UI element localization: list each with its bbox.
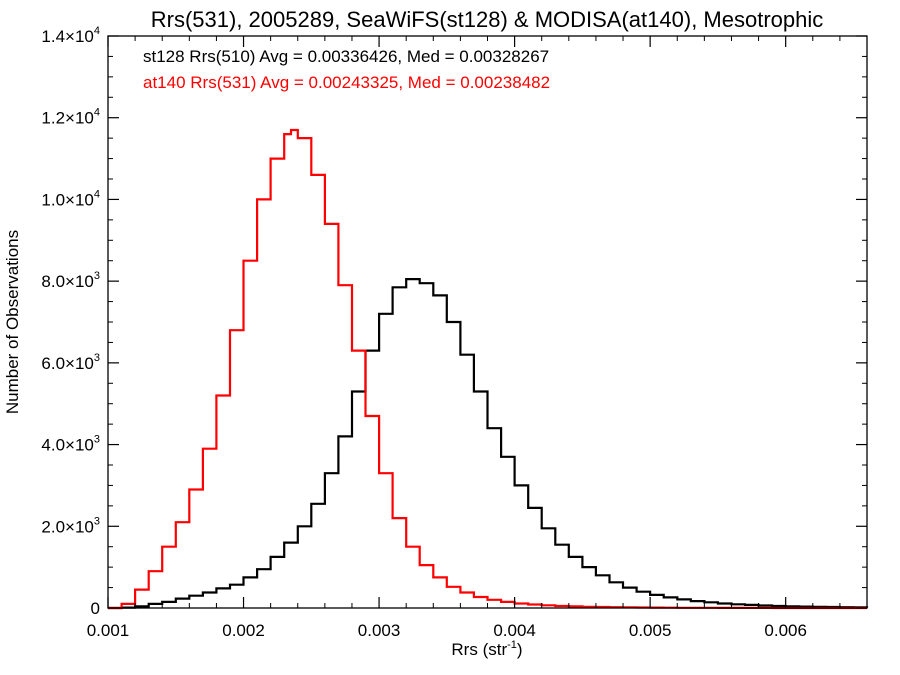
tick-group: 0.001 0.002 0.003 0.004 0.005 0.00602.0×1034.…	[41, 25, 868, 640]
y-tick-label-mantissa-0: 0	[91, 599, 100, 618]
y-tick-label-exponent-4: 3	[94, 270, 100, 282]
x-axis-label: Rrs (str-1)	[451, 639, 522, 659]
y-tick-label-mantissa-4: 8.0×10	[41, 272, 93, 291]
y-tick-label-4: 8.0×103	[41, 270, 100, 291]
y-tick-label-3: 6.0×103	[41, 352, 100, 373]
y-tick-label-exponent-7: 4	[94, 25, 100, 37]
annotation-1: at140 Rrs(531) Avg = 0.00243325, Med = 0…	[143, 73, 550, 92]
y-tick-label-mantissa-1: 2.0×10	[41, 517, 93, 536]
annotation-0: st128 Rrs(510) Avg = 0.00336426, Med = 0…	[143, 47, 549, 66]
y-tick-label-exponent-2: 3	[94, 434, 100, 446]
y-tick-label-5: 1.0×104	[41, 188, 100, 209]
chart-title: Rrs(531), 2005289, SeaWiFS(st128) & MODI…	[151, 7, 824, 32]
x-axis-label-sup: -1	[507, 639, 517, 651]
plot-frame	[107, 35, 868, 609]
x-tick-label-3: 0.004	[493, 621, 536, 640]
x-tick-label-0: 0.001	[87, 621, 130, 640]
y-tick-label-mantissa-5: 1.0×10	[41, 190, 93, 209]
y-tick-label-exponent-6: 4	[94, 107, 100, 119]
series-line-1	[108, 128, 867, 610]
y-tick-label-6: 1.2×104	[41, 107, 100, 128]
x-tick-label-4: 0.005	[629, 621, 672, 640]
y-tick-label-mantissa-7: 1.4×10	[41, 27, 93, 46]
y-tick-label-exponent-3: 3	[94, 352, 100, 364]
series-group	[108, 128, 869, 610]
y-tick-label-mantissa-6: 1.2×10	[41, 109, 93, 128]
y-tick-label-0: 0	[91, 599, 100, 618]
series-line-0	[108, 278, 869, 610]
x-axis-label-main: Rrs (str	[451, 640, 507, 659]
x-tick-label-2: 0.003	[358, 621, 401, 640]
x-tick-label-1: 0.002	[222, 621, 265, 640]
annotation-group: st128 Rrs(510) Avg = 0.00336426, Med = 0…	[143, 47, 550, 92]
y-axis-label: Number of Observations	[3, 230, 22, 414]
y-tick-label-exponent-5: 4	[94, 188, 100, 200]
x-tick-label-5: 0.006	[764, 621, 807, 640]
y-tick-label-2: 4.0×103	[41, 434, 100, 455]
y-tick-label-mantissa-2: 4.0×10	[41, 436, 93, 455]
x-axis-label-end: )	[517, 640, 523, 659]
y-tick-label-mantissa-3: 6.0×10	[41, 354, 93, 373]
y-tick-label-exponent-1: 3	[94, 515, 100, 527]
y-tick-label-1: 2.0×103	[41, 515, 100, 536]
y-tick-label-7: 1.4×104	[41, 25, 100, 46]
